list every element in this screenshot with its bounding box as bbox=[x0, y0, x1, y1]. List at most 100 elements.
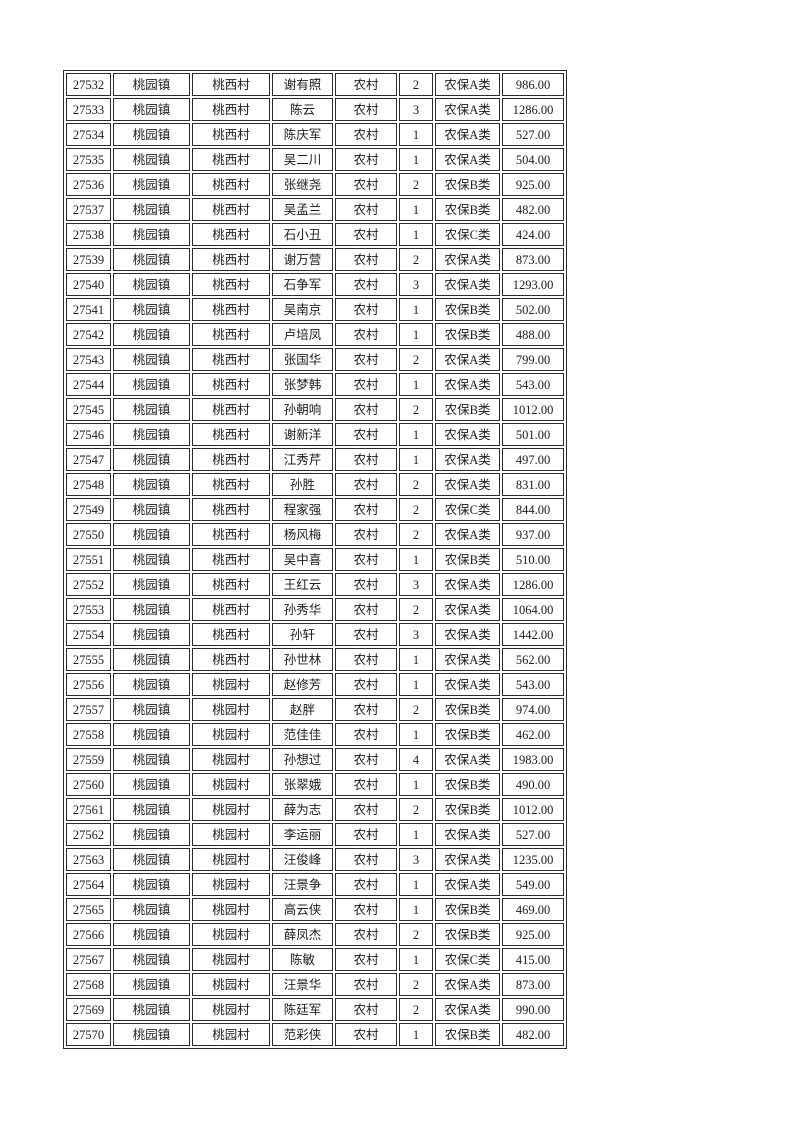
cell-count: 2 bbox=[399, 473, 433, 496]
table-row: 27562 桃园镇 桃园村 李运丽 农村 1 农保A类 527.00 bbox=[66, 823, 564, 846]
cell-category: 农保C类 bbox=[435, 948, 500, 971]
cell-village: 桃西村 bbox=[192, 123, 270, 146]
cell-village: 桃园村 bbox=[192, 798, 270, 821]
cell-id: 27535 bbox=[66, 148, 111, 171]
cell-village: 桃西村 bbox=[192, 598, 270, 621]
cell-count: 1 bbox=[399, 873, 433, 896]
cell-town: 桃园镇 bbox=[113, 373, 190, 396]
cell-residence: 农村 bbox=[335, 273, 397, 296]
cell-amount: 974.00 bbox=[502, 698, 564, 721]
cell-town: 桃园镇 bbox=[113, 273, 190, 296]
cell-category: 农保C类 bbox=[435, 223, 500, 246]
cell-town: 桃园镇 bbox=[113, 573, 190, 596]
cell-category: 农保B类 bbox=[435, 323, 500, 346]
cell-count: 1 bbox=[399, 723, 433, 746]
cell-residence: 农村 bbox=[335, 498, 397, 521]
cell-count: 3 bbox=[399, 573, 433, 596]
cell-id: 27559 bbox=[66, 748, 111, 771]
cell-id: 27546 bbox=[66, 423, 111, 446]
cell-count: 1 bbox=[399, 1023, 433, 1046]
cell-count: 1 bbox=[399, 773, 433, 796]
cell-id: 27561 bbox=[66, 798, 111, 821]
cell-village: 桃园村 bbox=[192, 673, 270, 696]
cell-village: 桃西村 bbox=[192, 573, 270, 596]
cell-category: 农保A类 bbox=[435, 973, 500, 996]
cell-category: 农保B类 bbox=[435, 798, 500, 821]
cell-count: 3 bbox=[399, 848, 433, 871]
cell-count: 2 bbox=[399, 923, 433, 946]
cell-name: 孙胜 bbox=[272, 473, 333, 496]
cell-residence: 农村 bbox=[335, 198, 397, 221]
cell-id: 27563 bbox=[66, 848, 111, 871]
cell-village: 桃园村 bbox=[192, 923, 270, 946]
cell-village: 桃西村 bbox=[192, 323, 270, 346]
table-row: 27548 桃园镇 桃西村 孙胜 农村 2 农保A类 831.00 bbox=[66, 473, 564, 496]
cell-name: 张翠娥 bbox=[272, 773, 333, 796]
table-row: 27567 桃园镇 桃园村 陈敏 农村 1 农保C类 415.00 bbox=[66, 948, 564, 971]
cell-id: 27565 bbox=[66, 898, 111, 921]
cell-id: 27568 bbox=[66, 973, 111, 996]
cell-name: 谢万营 bbox=[272, 248, 333, 271]
cell-amount: 1983.00 bbox=[502, 748, 564, 771]
cell-village: 桃园村 bbox=[192, 723, 270, 746]
cell-village: 桃园村 bbox=[192, 948, 270, 971]
cell-count: 1 bbox=[399, 323, 433, 346]
cell-village: 桃园村 bbox=[192, 848, 270, 871]
cell-id: 27549 bbox=[66, 498, 111, 521]
cell-town: 桃园镇 bbox=[113, 923, 190, 946]
cell-count: 2 bbox=[399, 248, 433, 271]
cell-name: 吴中喜 bbox=[272, 548, 333, 571]
cell-village: 桃西村 bbox=[192, 273, 270, 296]
cell-name: 范彩侠 bbox=[272, 1023, 333, 1046]
cell-amount: 502.00 bbox=[502, 298, 564, 321]
cell-name: 吴二川 bbox=[272, 148, 333, 171]
cell-count: 2 bbox=[399, 523, 433, 546]
cell-count: 3 bbox=[399, 273, 433, 296]
cell-category: 农保A类 bbox=[435, 648, 500, 671]
cell-count: 1 bbox=[399, 198, 433, 221]
cell-residence: 农村 bbox=[335, 923, 397, 946]
cell-village: 桃西村 bbox=[192, 623, 270, 646]
cell-town: 桃园镇 bbox=[113, 198, 190, 221]
cell-id: 27544 bbox=[66, 373, 111, 396]
cell-town: 桃园镇 bbox=[113, 248, 190, 271]
cell-name: 杨风梅 bbox=[272, 523, 333, 546]
table-row: 27550 桃园镇 桃西村 杨风梅 农村 2 农保A类 937.00 bbox=[66, 523, 564, 546]
cell-residence: 农村 bbox=[335, 448, 397, 471]
cell-category: 农保B类 bbox=[435, 898, 500, 921]
cell-amount: 1293.00 bbox=[502, 273, 564, 296]
cell-residence: 农村 bbox=[335, 873, 397, 896]
cell-town: 桃园镇 bbox=[113, 73, 190, 96]
cell-id: 27555 bbox=[66, 648, 111, 671]
cell-amount: 504.00 bbox=[502, 148, 564, 171]
cell-name: 张梦韩 bbox=[272, 373, 333, 396]
cell-id: 27539 bbox=[66, 248, 111, 271]
cell-town: 桃园镇 bbox=[113, 448, 190, 471]
cell-town: 桃园镇 bbox=[113, 223, 190, 246]
cell-town: 桃园镇 bbox=[113, 598, 190, 621]
cell-village: 桃西村 bbox=[192, 173, 270, 196]
cell-name: 孙想过 bbox=[272, 748, 333, 771]
cell-residence: 农村 bbox=[335, 423, 397, 446]
cell-town: 桃园镇 bbox=[113, 873, 190, 896]
cell-village: 桃西村 bbox=[192, 248, 270, 271]
cell-category: 农保A类 bbox=[435, 873, 500, 896]
cell-count: 2 bbox=[399, 998, 433, 1021]
cell-amount: 510.00 bbox=[502, 548, 564, 571]
cell-count: 1 bbox=[399, 423, 433, 446]
cell-residence: 农村 bbox=[335, 773, 397, 796]
cell-name: 薛为志 bbox=[272, 798, 333, 821]
cell-town: 桃园镇 bbox=[113, 723, 190, 746]
cell-village: 桃西村 bbox=[192, 98, 270, 121]
cell-id: 27560 bbox=[66, 773, 111, 796]
cell-category: 农保A类 bbox=[435, 748, 500, 771]
cell-residence: 农村 bbox=[335, 848, 397, 871]
cell-town: 桃园镇 bbox=[113, 98, 190, 121]
cell-village: 桃西村 bbox=[192, 198, 270, 221]
table-row: 27545 桃园镇 桃西村 孙朝响 农村 2 农保B类 1012.00 bbox=[66, 398, 564, 421]
cell-town: 桃园镇 bbox=[113, 548, 190, 571]
cell-residence: 农村 bbox=[335, 73, 397, 96]
cell-category: 农保B类 bbox=[435, 198, 500, 221]
cell-name: 陈敏 bbox=[272, 948, 333, 971]
